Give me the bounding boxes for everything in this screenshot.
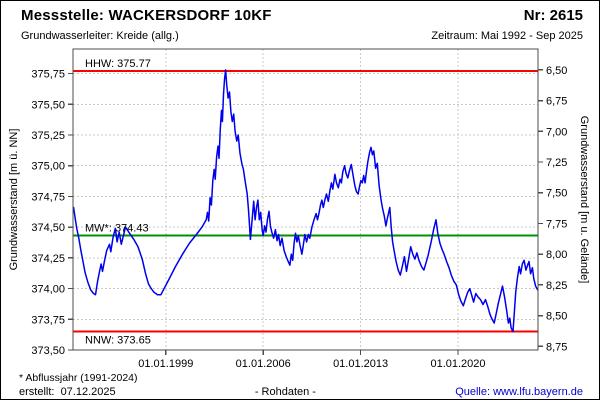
y-right-tick-label: 8,00 bbox=[546, 249, 567, 261]
y-left-tick-label: 374,50 bbox=[31, 222, 65, 234]
footer-row: erstellt: 07.12.2025 - Rohdaten - Quelle… bbox=[19, 386, 583, 398]
footnote-abflussjahr: * Abflussjahr (1991-2024) bbox=[19, 372, 138, 384]
y-axis-title-left: Grundwasserstand [m ü. NN] bbox=[8, 129, 20, 271]
y-left-tick-label: 374,75 bbox=[31, 191, 65, 203]
aquifer-label: Grundwasserleiter: Kreide (allg.) bbox=[21, 30, 179, 42]
y-left-tick-label: 375,75 bbox=[31, 69, 65, 81]
hhw-label: HHW: 375.77 bbox=[85, 58, 151, 70]
y-right-tick-label: 6,75 bbox=[546, 96, 567, 108]
header-row-secondary: Grundwasserleiter: Kreide (allg.) Zeitra… bbox=[21, 30, 583, 42]
plot-frame bbox=[72, 48, 539, 351]
x-tick-label: 01.01.1999 bbox=[138, 358, 193, 370]
source-link[interactable]: Quelle: www.lfu.bayern.de bbox=[455, 386, 583, 398]
y-left-tick-label: 373,50 bbox=[31, 345, 65, 357]
y-right-tick-label: 7,50 bbox=[546, 188, 567, 200]
y-left-tick-label: 375,00 bbox=[31, 161, 65, 173]
x-tick-label: 01.01.2020 bbox=[430, 358, 485, 370]
y-left-tick-label: 375,25 bbox=[31, 130, 65, 142]
y-right-tick-label: 6,50 bbox=[546, 65, 567, 77]
y-right-tick-label: 8,50 bbox=[546, 311, 567, 323]
created-date-label: erstellt: 07.12.2025 bbox=[19, 386, 116, 398]
y-right-tick-label: 8,75 bbox=[546, 341, 567, 353]
period-label: Zeitraum: Mai 1992 - Sep 2025 bbox=[431, 30, 583, 42]
mw-label: MW*: 374.43 bbox=[85, 223, 149, 235]
header-row-primary: Messstelle: WACKERSDORF 10KF Nr: 2615 bbox=[21, 7, 583, 24]
series-line bbox=[72, 69, 539, 333]
data-type-label: - Rohdaten - bbox=[254, 386, 316, 398]
x-tick-label: 01.01.2013 bbox=[333, 358, 388, 370]
y-axis-title-right: Grundwasserstand [m u. Gelände] bbox=[578, 116, 590, 284]
y-left-tick-label: 374,00 bbox=[31, 284, 65, 296]
nnw-label: NNW: 373.65 bbox=[85, 335, 151, 347]
y-right-tick-label: 8,25 bbox=[546, 280, 567, 292]
y-right-tick-label: 7,75 bbox=[546, 218, 567, 230]
y-left-tick-label: 373,75 bbox=[31, 314, 65, 326]
y-left-tick-label: 375,50 bbox=[31, 99, 65, 111]
y-right-tick-label: 7,00 bbox=[546, 126, 567, 138]
x-tick-label: 01.01.2006 bbox=[236, 358, 291, 370]
y-right-tick-label: 7,25 bbox=[546, 157, 567, 169]
page-title: Messstelle: WACKERSDORF 10KF bbox=[21, 7, 272, 24]
station-number: Nr: 2615 bbox=[523, 7, 583, 24]
y-left-tick-label: 374,25 bbox=[31, 253, 65, 265]
